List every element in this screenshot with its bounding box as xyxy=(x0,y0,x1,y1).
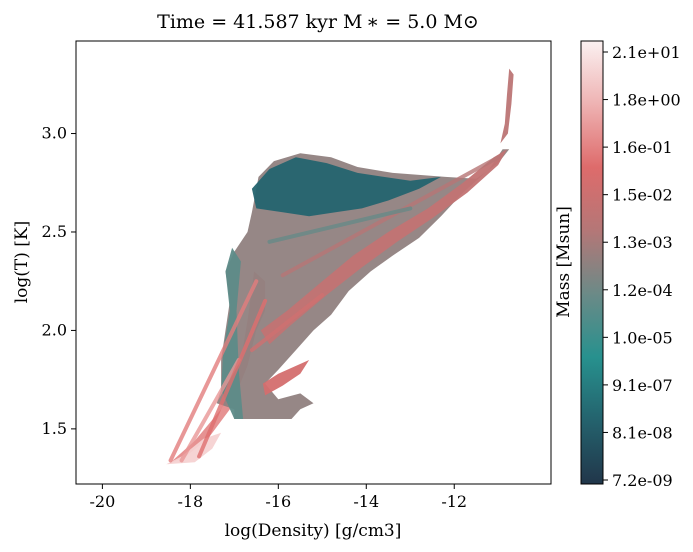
plot-frame xyxy=(75,40,552,485)
x-tick-label: -20 xyxy=(90,492,116,511)
colorbar-ticks: 7.2e-09 8.1e-08 9.1e-07 1.0e-05 1.2e-04 1.3e-… xyxy=(603,43,681,490)
y-tick-label: 1.5 xyxy=(42,419,67,438)
colorbar-tick-label: 9.1e-07 xyxy=(612,376,673,395)
heatmap-streak xyxy=(280,155,501,278)
heatmap-streak xyxy=(168,279,259,463)
colorbar-tick-label: 1.8e+00 xyxy=(612,91,681,110)
colorbar-tick-label: 1.5e-02 xyxy=(612,186,673,205)
x-axis: -20 -18 -16 -14 -12 xyxy=(90,484,467,511)
colorbar-tick-label: 1.3e-03 xyxy=(612,233,673,252)
plot-area xyxy=(166,68,514,465)
y-tick-label: 2.5 xyxy=(42,222,67,241)
heatmap-streak xyxy=(179,358,241,463)
colorbar-tick-label: 2.1e+01 xyxy=(612,43,681,62)
heatmap-streak xyxy=(267,206,413,244)
colorbar-bar xyxy=(580,40,604,485)
y-axis-label: log(T) [K] xyxy=(12,221,32,304)
heatmap-region-main-body xyxy=(216,149,510,420)
colorbar-tick-label: 7.2e-09 xyxy=(612,471,673,490)
colorbar-tick-label: 8.1e-08 xyxy=(612,423,673,442)
heatmap-region-hot-shell xyxy=(251,157,441,217)
colorbar-tick-label: 1.6e-01 xyxy=(612,138,673,157)
y-tick-label: 3.0 xyxy=(42,124,67,143)
colorbar-tick-label: 1.2e-04 xyxy=(612,281,673,300)
x-tick-label: -16 xyxy=(265,492,291,511)
chart-title: Time = 41.587 kyr M ∗ = 5.0 M⊙ xyxy=(157,11,479,33)
colorbar-label: Mass [Msun] xyxy=(554,206,574,318)
heatmap-region-side-loop xyxy=(262,360,310,396)
y-axis: 1.5 2.0 2.5 3.0 xyxy=(42,124,76,438)
heatmap-streak xyxy=(249,293,325,353)
colorbar-tick-label: 1.0e-05 xyxy=(612,328,673,347)
heatmap-streak xyxy=(197,298,268,459)
x-tick-label: -14 xyxy=(353,492,379,511)
x-tick-label: -18 xyxy=(177,492,203,511)
x-tick-label: -12 xyxy=(441,492,467,511)
x-axis-label: log(Density) [g/cm3] xyxy=(225,521,402,541)
heatmap-region-hot-tail xyxy=(500,68,514,144)
y-tick-label: 2.0 xyxy=(42,320,67,339)
colorbar: 7.2e-09 8.1e-08 9.1e-07 1.0e-05 1.2e-04 1.3e-… xyxy=(580,40,681,490)
